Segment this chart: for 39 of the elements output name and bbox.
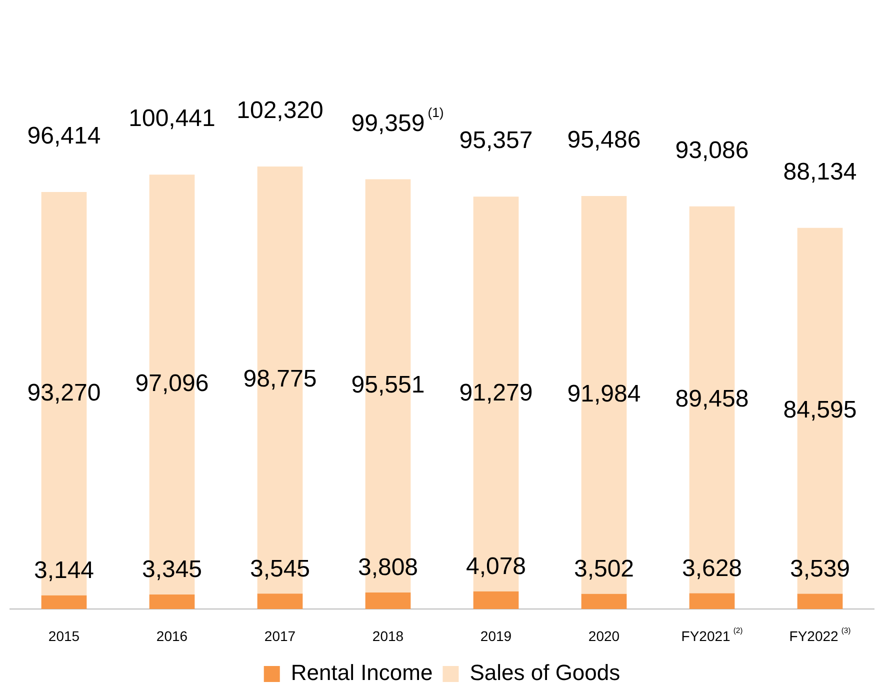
total-label: 93,086 [675,137,749,164]
data-label: 3,545 [250,555,310,582]
legend-label: Sales of Goods [470,660,620,686]
bar [581,594,627,609]
x-tick-label: 2015 [48,628,80,644]
data-label: 97,096 [135,370,209,398]
data-label: 93,270 [27,379,101,406]
x-tick-label: 2020 [588,628,620,644]
total-label: 96,414 [27,122,101,150]
bar [41,595,87,609]
bar [473,591,519,609]
bar [149,594,195,609]
data-label: 4,078 [466,552,526,580]
total-label: 95,357 [459,127,533,154]
bar [365,592,411,609]
data-label: 3,539 [790,555,850,582]
data-label: 3,345 [142,556,202,584]
total-label: 100,441 [128,105,216,132]
data-label: 3,502 [574,555,634,582]
bar [257,594,303,609]
data-label: 84,595 [783,396,857,424]
legend-label: Rental Income [290,660,433,686]
x-tick-label: 2018 [372,628,404,644]
x-tick-label: 2019 [480,628,512,644]
bar [797,594,843,609]
total-label: 102,320 [236,97,324,124]
data-label: 3,628 [682,554,742,582]
data-label: 95,551 [351,372,425,399]
data-label: 98,775 [243,366,317,393]
data-label: 3,808 [358,554,418,582]
x-tick-label: 2017 [264,628,296,644]
data-label: 91,984 [567,380,641,408]
data-label: 3,144 [34,557,94,584]
data-label: 91,279 [459,380,533,407]
data-label: 89,458 [675,385,749,412]
bar [689,593,735,609]
total-label: 88,134 [783,158,857,186]
total-label: 95,486 [567,126,641,154]
x-tick-label: 2016 [156,628,188,644]
